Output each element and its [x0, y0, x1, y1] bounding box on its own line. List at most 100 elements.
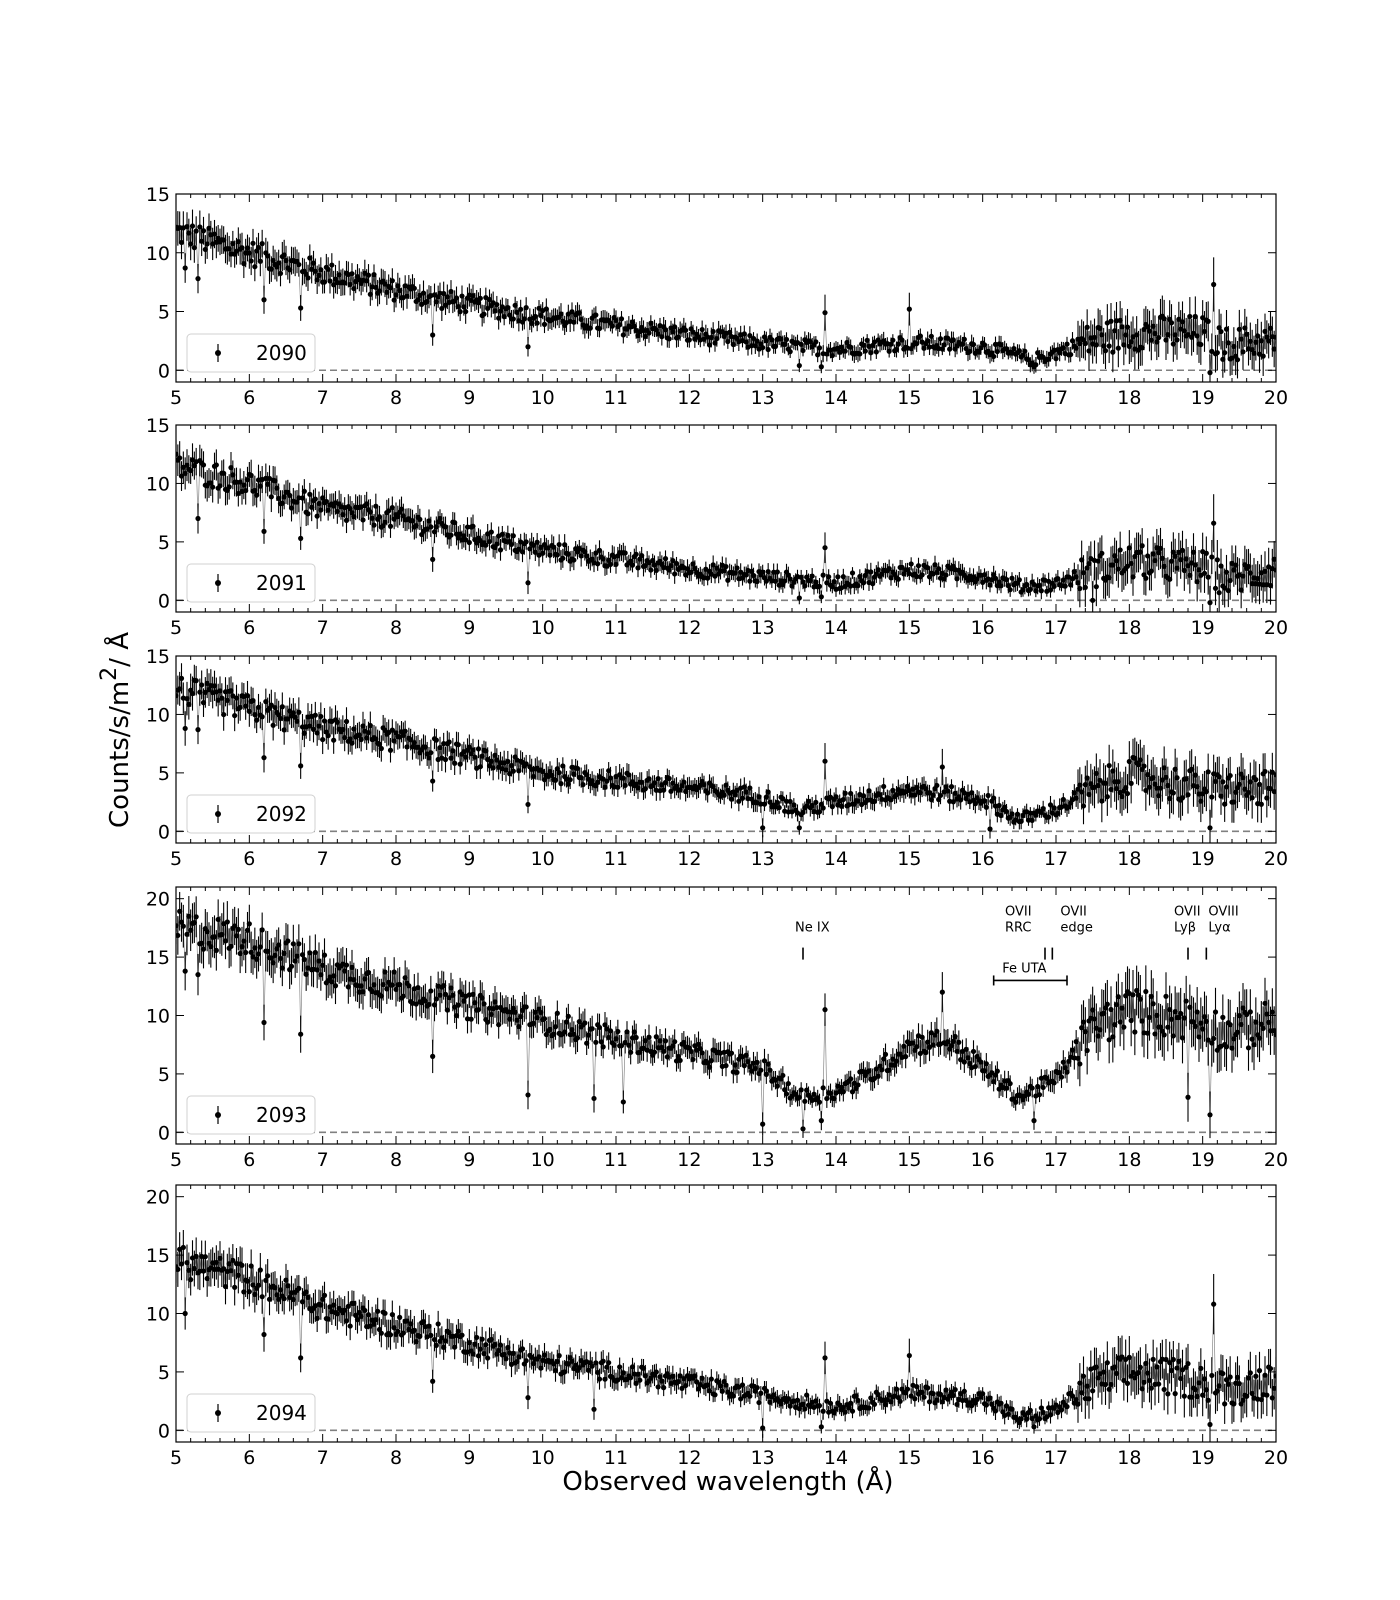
data-point — [312, 496, 318, 502]
data-point — [1046, 814, 1052, 820]
x-tick-label: 11 — [604, 617, 628, 639]
x-tick-label: 12 — [677, 387, 701, 409]
data-point — [510, 533, 516, 539]
data-point — [321, 952, 328, 958]
x-tick-label: 9 — [463, 617, 475, 639]
data-point — [820, 1085, 826, 1091]
data-point — [1128, 780, 1134, 786]
data-point — [523, 539, 529, 545]
data-point — [565, 1013, 571, 1019]
x-tick-label: 13 — [751, 848, 775, 870]
data-point — [1249, 795, 1255, 801]
x-tick-label: 10 — [531, 848, 555, 870]
data-point — [1033, 362, 1039, 368]
data-point — [193, 678, 199, 684]
data-point — [943, 572, 949, 578]
data-point — [1209, 554, 1215, 560]
data-point — [534, 320, 540, 326]
data-point — [780, 795, 786, 802]
data-point — [1212, 585, 1219, 591]
data-point — [305, 275, 311, 281]
data-point — [914, 573, 920, 580]
data-point — [857, 351, 863, 357]
data-point — [259, 714, 265, 720]
data-point — [298, 535, 304, 541]
data-point — [1234, 357, 1241, 363]
data-point — [298, 1031, 304, 1037]
data-point — [822, 758, 828, 764]
data-point — [1209, 348, 1215, 355]
data-point — [783, 336, 790, 343]
data-point — [818, 594, 824, 600]
data-point — [1198, 341, 1204, 348]
x-tick-label: 13 — [751, 387, 775, 409]
data-point — [690, 1056, 696, 1063]
data-point — [1077, 585, 1083, 592]
data-point — [996, 802, 1002, 809]
data-point — [430, 1053, 436, 1059]
data-point — [1174, 337, 1180, 343]
data-point — [1273, 567, 1276, 573]
data-point — [277, 270, 284, 277]
data-point — [822, 545, 828, 551]
data-point — [822, 1007, 828, 1013]
legend: 2090 — [186, 333, 316, 373]
data-point — [849, 570, 856, 576]
data-point — [312, 712, 318, 718]
data-point — [855, 1082, 861, 1088]
data-point — [796, 595, 802, 601]
data-point — [261, 1019, 267, 1026]
data-point — [455, 742, 461, 748]
data-point — [1124, 324, 1131, 330]
y-tick-label: 0 — [158, 360, 170, 382]
data-point — [1271, 556, 1276, 562]
x-tick-label: 14 — [824, 617, 848, 639]
data-point — [1253, 776, 1259, 783]
data-point — [1205, 318, 1211, 324]
data-point — [615, 784, 621, 790]
data-point — [908, 561, 914, 567]
data-point — [622, 782, 628, 789]
data-point — [525, 801, 531, 808]
data-point — [593, 1039, 599, 1045]
data-point — [1205, 769, 1211, 775]
data-point — [1110, 349, 1116, 355]
data-point — [523, 305, 529, 311]
data-point — [567, 777, 573, 783]
data-point — [349, 271, 355, 277]
data-point — [239, 245, 245, 251]
data-point — [1016, 577, 1022, 583]
data-point — [494, 1004, 500, 1011]
data-point — [195, 515, 201, 522]
data-point — [261, 528, 267, 534]
data-point — [430, 332, 436, 338]
data-point — [739, 795, 746, 801]
data-point — [343, 517, 350, 523]
axes-frame — [175, 655, 1277, 844]
data-point — [178, 675, 185, 681]
data-point — [298, 763, 304, 769]
data-point — [736, 798, 742, 804]
data-point — [651, 1049, 658, 1055]
x-tick-label: 18 — [1117, 617, 1141, 639]
data-point — [477, 295, 483, 301]
x-tick-label: 8 — [390, 387, 402, 409]
data-point — [305, 511, 311, 517]
data-point — [402, 728, 408, 734]
data-point — [320, 736, 326, 743]
data-point — [604, 778, 610, 784]
data-point — [210, 484, 216, 490]
data-point — [981, 342, 988, 348]
data-point — [1022, 348, 1028, 354]
y-tick-label: 10 — [146, 704, 170, 726]
data-point — [787, 798, 793, 805]
x-tick-label: 7 — [317, 848, 329, 870]
data-point — [327, 278, 333, 284]
data-point — [428, 750, 434, 756]
data-point — [523, 1004, 529, 1010]
data-point — [662, 1038, 669, 1044]
data-point — [235, 926, 241, 932]
data-point — [224, 919, 230, 925]
data-point — [182, 968, 188, 974]
x-tick-label: 19 — [1191, 848, 1215, 870]
